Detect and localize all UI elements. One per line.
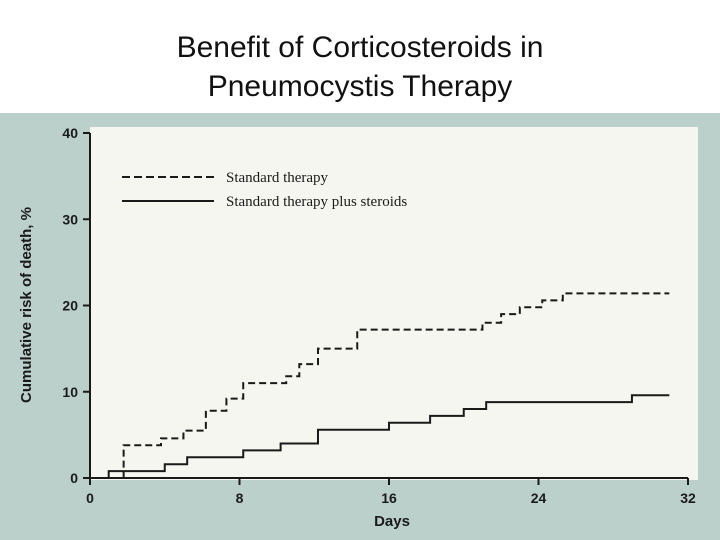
slide-title-line-2: Pneumocystis Therapy bbox=[207, 70, 513, 103]
y-tick-label: 0 bbox=[70, 470, 78, 486]
y-axis-label: Cumulative risk of death, % bbox=[18, 207, 35, 403]
legend-label: Standard therapy plus steroids bbox=[226, 194, 407, 210]
slide-title-line-1: Benefit of Corticosteroids in bbox=[176, 31, 544, 64]
series-line-standard-therapy bbox=[90, 292, 670, 479]
x-tick-label: 24 bbox=[531, 490, 547, 506]
y-tick-label: 40 bbox=[62, 125, 78, 141]
legend-label: Standard therapy bbox=[226, 170, 329, 186]
y-tick-label: 30 bbox=[62, 211, 78, 227]
x-tick-label: 16 bbox=[381, 490, 397, 506]
y-tick-label: 20 bbox=[62, 298, 78, 314]
x-tick-label: 0 bbox=[86, 490, 94, 506]
series-line-plus-steroids bbox=[90, 394, 670, 479]
slide-title: Benefit of Corticosteroids in Pneumocyst… bbox=[0, 28, 720, 106]
x-axis-label: Days bbox=[374, 513, 410, 530]
x-tick-label: 8 bbox=[236, 490, 244, 506]
y-tick-label: 10 bbox=[62, 384, 78, 400]
plot-area bbox=[90, 127, 698, 480]
x-tick-label: 32 bbox=[680, 490, 696, 506]
